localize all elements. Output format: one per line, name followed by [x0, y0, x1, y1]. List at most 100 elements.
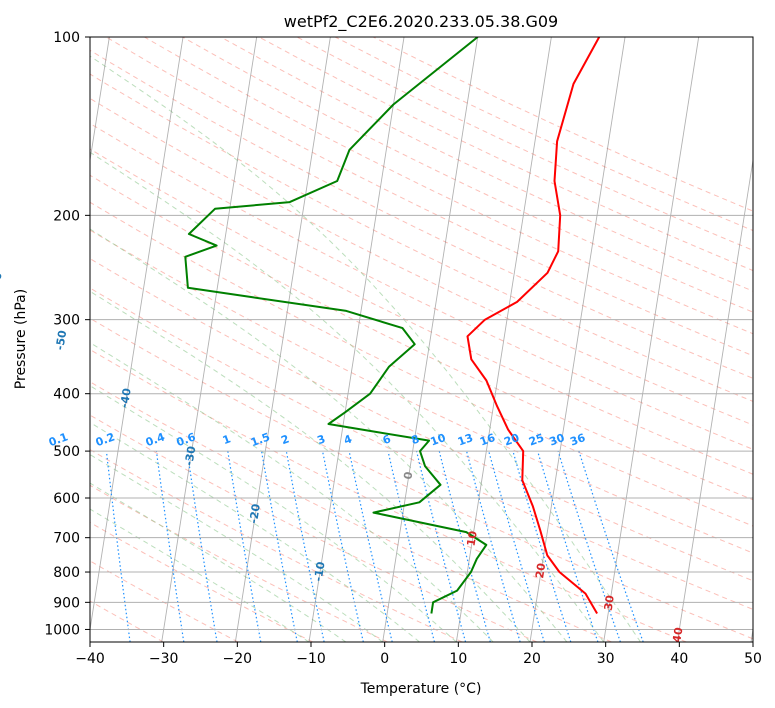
mixing-ratio-label: 30	[548, 431, 567, 449]
mixing-ratio-label: 16	[478, 431, 497, 449]
isotherm-line	[529, 37, 626, 642]
dry-adiabat	[90, 97, 753, 426]
y-tick-label: 400	[53, 387, 80, 403]
moist-adiabat	[90, 482, 347, 642]
y-axis-label: Pressure (hPa)	[13, 289, 29, 389]
chart-title: wetPf2_C2E6.2020.233.05.38.G09	[284, 12, 558, 32]
dry-adiabat	[144, 37, 753, 335]
moist-adiabat	[90, 228, 568, 642]
isotherm-line	[750, 626, 753, 642]
x-tick-label: 20	[523, 651, 541, 667]
mixing-ratio-label: 4	[342, 432, 354, 447]
dry-adiabat	[258, 37, 753, 272]
dry-adiabat	[0, 37, 14, 642]
mixing-ratio-line	[415, 450, 467, 642]
mixing-ratio-label: 8	[410, 432, 422, 447]
dry-adiabat	[296, 37, 753, 251]
dry-adiabat	[90, 229, 753, 554]
mixing-ratio-line	[466, 450, 521, 642]
mixing-ratio-line	[438, 450, 491, 642]
x-tick-label: −20	[223, 651, 253, 667]
dry-adiabat	[90, 258, 753, 582]
dry-adiabat	[90, 122, 753, 450]
plot-frame	[89, 36, 754, 643]
y-tick-label: 600	[53, 491, 80, 507]
mixing-ratio-label: 1.5	[249, 430, 272, 449]
isotherm-line	[603, 37, 700, 642]
isotherm-label: -20	[247, 503, 263, 525]
dry-adiabat	[220, 37, 753, 292]
dewpoint-profile-line	[184, 37, 488, 614]
isotherm-line	[161, 37, 258, 642]
y-tick-label: 1000	[44, 622, 80, 638]
isotherm-line	[676, 157, 753, 642]
dry-adiabat	[90, 449, 463, 642]
mixing-ratio-label: 2	[279, 432, 291, 447]
isotherm-label: -60	[0, 271, 5, 293]
dry-adiabat	[334, 37, 753, 232]
mixing-ratio-label: 25	[527, 431, 546, 448]
isotherm-line	[90, 37, 110, 164]
x-tick-label: 30	[597, 651, 615, 667]
dry-adiabat	[105, 37, 753, 357]
y-tick-label: 900	[53, 595, 80, 611]
x-axis-label: Temperature (°C)	[360, 681, 482, 697]
isotherm-line	[234, 37, 331, 642]
dry-adiabat	[90, 201, 753, 527]
isotherm-line	[382, 37, 479, 642]
mixing-ratio-label: 13	[456, 431, 475, 448]
isotherm-label: -40	[118, 387, 134, 409]
mixing-ratio-label: 3	[316, 432, 328, 447]
moist-adiabat	[90, 55, 641, 642]
isotherm-label: 40	[670, 626, 685, 643]
mixing-ratio-line	[512, 450, 572, 642]
isotherm-label: -30	[182, 445, 198, 467]
mixing-ratio-label: 0.6	[175, 430, 198, 449]
mixing-ratio-line	[186, 451, 218, 642]
mixing-ratio-line	[557, 450, 621, 642]
dry-adiabat	[90, 148, 753, 475]
moist-adiabat	[90, 385, 457, 642]
moist-adiabat	[90, 342, 494, 642]
y-tick-label: 200	[53, 208, 80, 224]
dry-adiabat	[90, 560, 239, 642]
dry-adiabat	[90, 73, 753, 402]
dry-adiabat	[90, 287, 753, 610]
isotherm-line	[90, 37, 184, 633]
mixing-ratio-label: 10	[429, 431, 448, 449]
mixing-ratio-line	[537, 450, 599, 642]
x-tick-label: −10	[296, 651, 326, 667]
dry-adiabat	[90, 521, 313, 642]
isotherm-line	[308, 37, 405, 642]
mixing-ratio-line	[488, 450, 545, 642]
y-tick-label: 300	[53, 313, 80, 329]
isotherm-label: -50	[53, 329, 69, 351]
isotherm-label: 10	[465, 530, 480, 547]
x-tick-label: −40	[75, 651, 105, 667]
isotherm-label: -10	[312, 560, 328, 582]
y-tick-label: 700	[53, 531, 80, 547]
moist-adiabat	[90, 508, 310, 642]
mixing-ratio-line	[578, 450, 644, 642]
moist-adiabat	[90, 454, 383, 642]
mixing-ratio-label: 0.2	[94, 430, 117, 449]
isotherm-line	[455, 37, 552, 642]
dry-adiabat	[90, 381, 612, 642]
x-tick-label: 50	[744, 651, 762, 667]
mixing-ratio-line	[387, 450, 435, 642]
mixing-ratio-label: 6	[381, 432, 393, 447]
dry-adiabat	[90, 49, 753, 379]
isotherm-label: 30	[602, 594, 617, 611]
moist-adiabat	[90, 290, 531, 642]
mixing-ratio-line	[155, 451, 185, 642]
mixing-ratio-label: 0.4	[144, 430, 167, 449]
y-tick-label: 500	[53, 444, 80, 460]
isotherm-label: 20	[533, 562, 548, 579]
mixing-ratio-line	[285, 450, 325, 642]
x-tick-label: 10	[449, 651, 467, 667]
dry-adiabat	[90, 317, 753, 640]
mixing-ratio-line	[227, 451, 262, 642]
x-tick-label: 0	[380, 651, 389, 667]
dry-adiabat	[90, 174, 753, 501]
